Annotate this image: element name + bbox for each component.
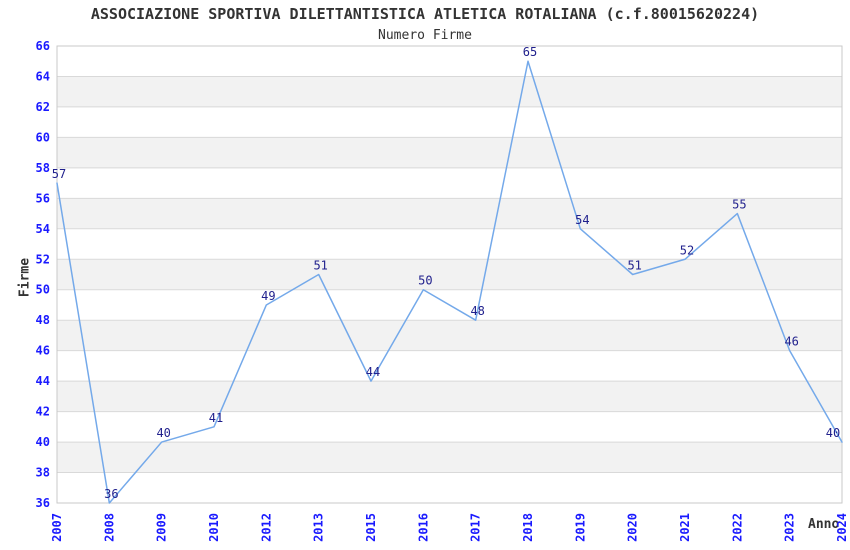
x-tick-label: 2023: [783, 513, 797, 542]
x-tick-label: 2018: [521, 513, 535, 542]
y-tick-label: 58: [36, 161, 50, 175]
x-tick-label: 2007: [50, 513, 64, 542]
band-row: [57, 137, 842, 168]
series-line: [56, 60, 843, 504]
y-tick-label: 50: [36, 283, 50, 297]
y-tick-label: 60: [36, 130, 50, 144]
band-row: [57, 320, 842, 351]
y-tick-label: 48: [36, 313, 50, 327]
plot-border: [56, 45, 843, 504]
data-label: 51: [313, 259, 327, 273]
data-label: 65: [523, 45, 537, 59]
x-tick-label: 2021: [678, 513, 692, 542]
x-tick-label: 2022: [730, 513, 744, 542]
y-tick-label: 56: [36, 191, 50, 205]
y-tick-label: 52: [36, 252, 50, 266]
x-tick-label: 2008: [102, 513, 116, 542]
x-tick-label: 2017: [469, 513, 483, 542]
data-label: 36: [104, 487, 118, 501]
x-tick-label: 2016: [416, 513, 430, 542]
x-tick-label: 2012: [259, 513, 273, 542]
y-tick-label: 64: [36, 69, 50, 83]
data-label: 40: [156, 426, 170, 440]
data-label: 44: [366, 365, 380, 379]
band-row: [57, 76, 842, 107]
band-row: [57, 259, 842, 290]
data-label: 52: [680, 243, 694, 257]
x-axis-title: Anno: [808, 517, 840, 532]
x-tick-label: 2013: [312, 513, 326, 542]
data-label: 46: [784, 335, 798, 349]
x-tick-label: 2010: [207, 513, 221, 542]
band-row: [57, 381, 842, 412]
data-label: 57: [52, 167, 66, 181]
data-label: 54: [575, 213, 589, 227]
x-tick-label: 2009: [155, 513, 169, 542]
data-label: 41: [209, 411, 223, 425]
band-row: [57, 442, 842, 473]
y-tick-label: 54: [36, 222, 50, 236]
y-tick-label: 36: [36, 496, 50, 510]
y-tick-label: 46: [36, 344, 50, 358]
y-tick-label: 44: [36, 374, 50, 388]
band-row: [57, 198, 842, 229]
y-tick-label: 38: [36, 466, 50, 480]
data-label: 51: [627, 259, 641, 273]
y-tick-label: 66: [36, 39, 50, 53]
y-tick-label: 42: [36, 405, 50, 419]
y-tick-label: 62: [36, 100, 50, 114]
data-label: 50: [418, 274, 432, 288]
x-tick-label: 2020: [626, 513, 640, 542]
data-label: 49: [261, 289, 275, 303]
x-tick-label: 2015: [364, 513, 378, 542]
data-label: 48: [470, 304, 484, 318]
y-tick-label: 40: [36, 435, 50, 449]
chart-title: ASSOCIAZIONE SPORTIVA DILETTANTISTICA AT…: [90, 5, 760, 23]
x-tick-label: 2024: [835, 513, 849, 542]
data-label: 55: [732, 198, 746, 212]
x-tick-label: 2019: [573, 513, 587, 542]
chart-subtitle: Numero Firme: [378, 28, 472, 43]
data-label: 40: [826, 426, 840, 440]
